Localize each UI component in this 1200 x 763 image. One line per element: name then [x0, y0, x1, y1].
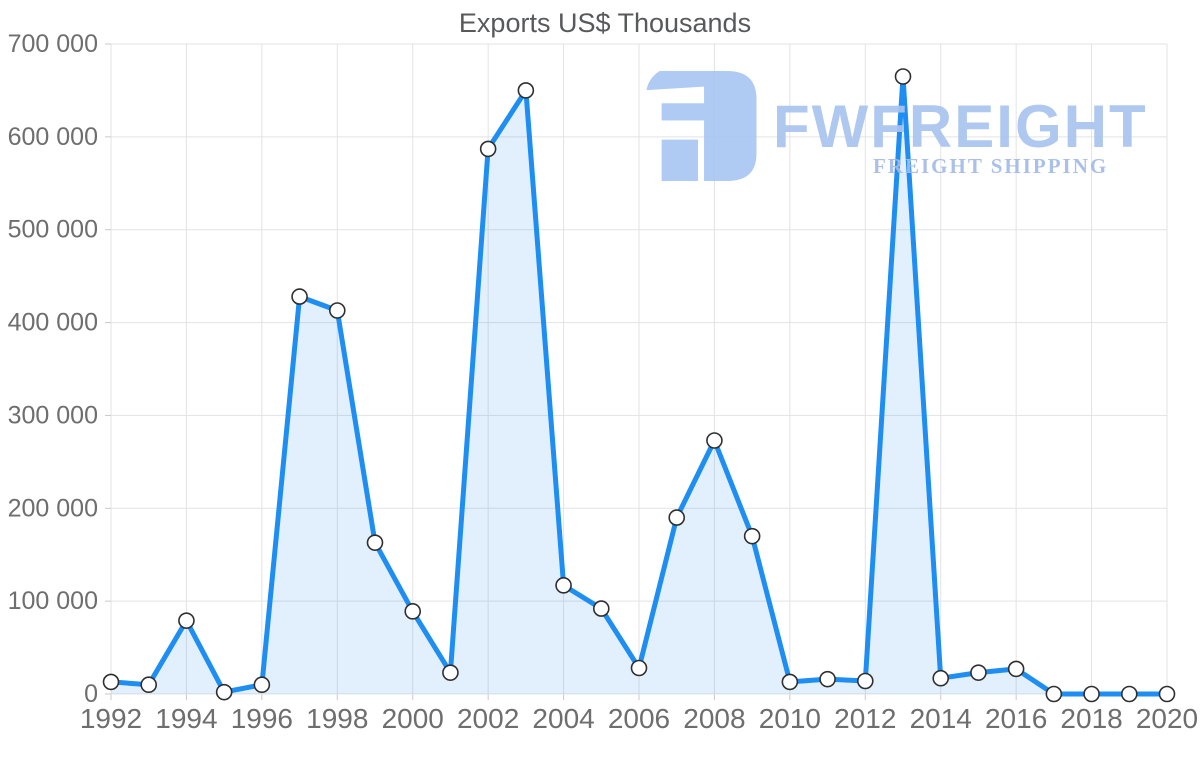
chart-title: Exports US$ Thousands: [458, 8, 752, 38]
y-axis-label: 600 000: [8, 123, 98, 151]
data-point[interactable]: [668, 509, 686, 526]
x-axis-label: 1996: [231, 703, 293, 734]
data-point[interactable]: [819, 670, 836, 688]
series-area-fill: [111, 76, 1167, 694]
y-axis-label: 200 000: [8, 494, 98, 522]
x-axis-label: 2020: [1136, 703, 1198, 734]
data-point[interactable]: [592, 600, 610, 617]
y-axis-label: 0: [84, 680, 98, 708]
data-point[interactable]: [706, 432, 723, 449]
data-point[interactable]: [442, 664, 459, 681]
data-point[interactable]: [781, 673, 799, 691]
x-axis-label: 2012: [834, 703, 896, 734]
x-axis-label: 2008: [683, 703, 745, 734]
data-point[interactable]: [555, 577, 572, 594]
x-axis-label: 1994: [155, 703, 217, 734]
data-point[interactable]: [178, 612, 195, 629]
data-point[interactable]: [970, 664, 987, 681]
data-point[interactable]: [404, 603, 422, 620]
data-point[interactable]: [366, 534, 384, 551]
data-point[interactable]: [253, 676, 271, 694]
x-axis-label: 2004: [532, 703, 594, 734]
data-point[interactable]: [1083, 685, 1100, 703]
data-point[interactable]: [1045, 685, 1063, 703]
data-point[interactable]: [291, 288, 308, 305]
x-axis-label: 2018: [1060, 703, 1122, 734]
y-axis-label: 300 000: [8, 401, 98, 429]
y-axis-label: 500 000: [8, 216, 98, 244]
data-point[interactable]: [630, 659, 648, 677]
x-axis-label: 2000: [382, 703, 444, 734]
data-point[interactable]: [1007, 660, 1025, 678]
x-axis-label: 1998: [306, 703, 368, 734]
data-point[interactable]: [743, 527, 761, 545]
data-point[interactable]: [479, 140, 497, 158]
data-point[interactable]: [328, 302, 346, 319]
data-point[interactable]: [215, 683, 233, 701]
data-point[interactable]: [856, 672, 874, 690]
data-point[interactable]: [1158, 685, 1176, 703]
x-axis-label: 2006: [608, 703, 670, 734]
x-axis-label: 2002: [457, 703, 519, 734]
data-point[interactable]: [102, 673, 120, 691]
x-axis-label: 2014: [910, 703, 972, 734]
data-point[interactable]: [1120, 685, 1138, 703]
y-axis-label: 700 000: [8, 30, 98, 58]
data-point[interactable]: [932, 669, 950, 687]
x-axis-label: 2016: [985, 703, 1047, 734]
y-axis-label: 400 000: [8, 309, 98, 337]
x-axis-label: 2010: [759, 703, 821, 734]
y-axis-label: 100 000: [8, 587, 98, 615]
x-axis-label: 1992: [80, 703, 142, 734]
data-point[interactable]: [517, 82, 535, 99]
data-point[interactable]: [140, 676, 158, 694]
data-point[interactable]: [894, 68, 912, 85]
